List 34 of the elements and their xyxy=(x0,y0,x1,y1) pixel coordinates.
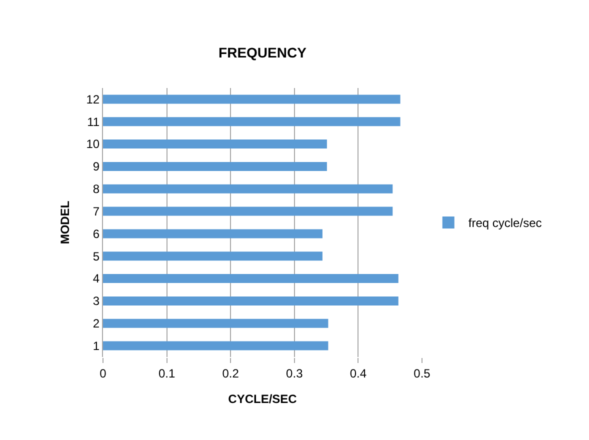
y-axis-title: MODEL xyxy=(58,200,72,244)
x-tick-label: 0.2 xyxy=(222,366,240,380)
bar xyxy=(103,229,322,238)
bar xyxy=(103,117,400,126)
y-tick-label: 3 xyxy=(92,294,100,308)
y-tick-label: 11 xyxy=(87,114,100,129)
legend-label: freq cycle/sec xyxy=(468,216,542,230)
y-tick-label: 7 xyxy=(92,204,100,218)
y-tick-label: 5 xyxy=(92,249,100,264)
x-tick-label: 0 xyxy=(100,366,107,380)
y-tick-label: 4 xyxy=(92,272,100,286)
bar xyxy=(103,318,328,328)
bar xyxy=(103,252,322,261)
x-tick-label: 0.1 xyxy=(158,366,176,380)
x-tick-label: 0.5 xyxy=(414,366,431,380)
y-tick-label: 2 xyxy=(92,316,100,331)
bar xyxy=(103,341,328,350)
x-tick-label: 0.4 xyxy=(350,366,367,380)
bar xyxy=(103,184,393,194)
y-tick-label: 1 xyxy=(92,338,100,353)
bar xyxy=(103,140,327,149)
bar xyxy=(103,296,398,306)
bar xyxy=(103,274,398,284)
bar xyxy=(103,162,327,171)
y-tick-label: 10 xyxy=(86,137,100,152)
x-tick-label: 0.3 xyxy=(286,366,304,380)
y-tick-label: 8 xyxy=(92,182,100,196)
y-tick-label: 9 xyxy=(92,160,100,174)
chart-title: FREQUENCY xyxy=(218,44,308,61)
y-tick-label: 12 xyxy=(86,92,100,106)
x-axis-title: CYCLE/SEC xyxy=(228,392,298,406)
bar xyxy=(103,206,393,216)
y-tick-label: 6 xyxy=(92,226,100,241)
bar xyxy=(103,94,400,104)
